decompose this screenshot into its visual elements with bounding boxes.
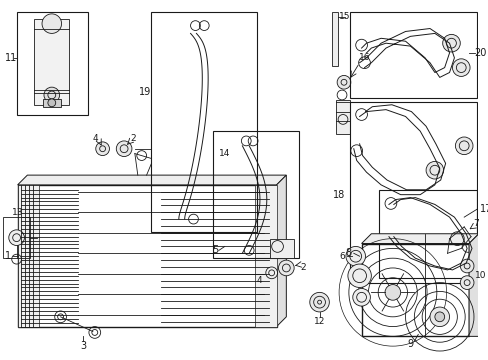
Bar — [43, 99, 61, 107]
Text: 18: 18 — [332, 190, 345, 200]
Circle shape — [9, 230, 24, 246]
Bar — [34, 19, 69, 105]
Text: 20: 20 — [474, 48, 486, 58]
Bar — [3, 217, 30, 258]
Circle shape — [96, 142, 109, 156]
Circle shape — [442, 35, 459, 52]
Text: 4: 4 — [93, 134, 99, 143]
Text: 6: 6 — [339, 252, 344, 261]
Circle shape — [425, 161, 443, 179]
Circle shape — [48, 99, 56, 107]
Bar — [349, 12, 476, 98]
Circle shape — [352, 288, 369, 306]
Text: 7: 7 — [472, 220, 478, 229]
Text: 2: 2 — [130, 134, 136, 143]
Circle shape — [42, 14, 61, 33]
Circle shape — [116, 141, 132, 157]
Circle shape — [347, 264, 370, 288]
Polygon shape — [361, 234, 478, 243]
Text: 9: 9 — [407, 339, 413, 349]
Text: 17: 17 — [479, 204, 488, 214]
Bar — [255, 185, 276, 327]
Text: 16: 16 — [358, 53, 369, 62]
Text: 12: 12 — [313, 317, 325, 326]
Polygon shape — [468, 234, 478, 336]
Circle shape — [429, 307, 448, 327]
Text: 19: 19 — [138, 87, 150, 97]
Circle shape — [451, 59, 469, 76]
Text: 13: 13 — [12, 208, 23, 217]
Circle shape — [459, 259, 473, 273]
Polygon shape — [18, 175, 286, 185]
Text: 10: 10 — [474, 271, 486, 280]
Circle shape — [309, 292, 328, 312]
Polygon shape — [276, 175, 286, 327]
Text: 8: 8 — [345, 248, 351, 258]
Circle shape — [278, 260, 294, 276]
Circle shape — [345, 247, 365, 266]
Text: 1: 1 — [5, 251, 11, 261]
Bar — [151, 12, 257, 232]
Circle shape — [454, 137, 472, 154]
Text: 3: 3 — [80, 341, 86, 351]
Circle shape — [384, 284, 400, 300]
Bar — [17, 12, 88, 114]
Text: 5: 5 — [211, 246, 218, 255]
Bar — [18, 185, 276, 327]
Bar — [335, 100, 349, 134]
Text: 2: 2 — [300, 264, 305, 273]
Bar — [331, 12, 337, 66]
Circle shape — [336, 76, 350, 89]
Text: 4: 4 — [256, 276, 261, 285]
Text: 11: 11 — [4, 53, 17, 63]
Bar — [349, 102, 476, 283]
Circle shape — [459, 276, 473, 289]
Circle shape — [434, 312, 444, 322]
Bar — [378, 190, 476, 278]
Bar — [18, 185, 39, 327]
Text: 15: 15 — [339, 12, 350, 21]
Bar — [361, 243, 468, 336]
Bar — [213, 131, 299, 258]
Text: 14: 14 — [219, 149, 230, 158]
Bar — [269, 239, 294, 258]
Circle shape — [44, 87, 60, 103]
